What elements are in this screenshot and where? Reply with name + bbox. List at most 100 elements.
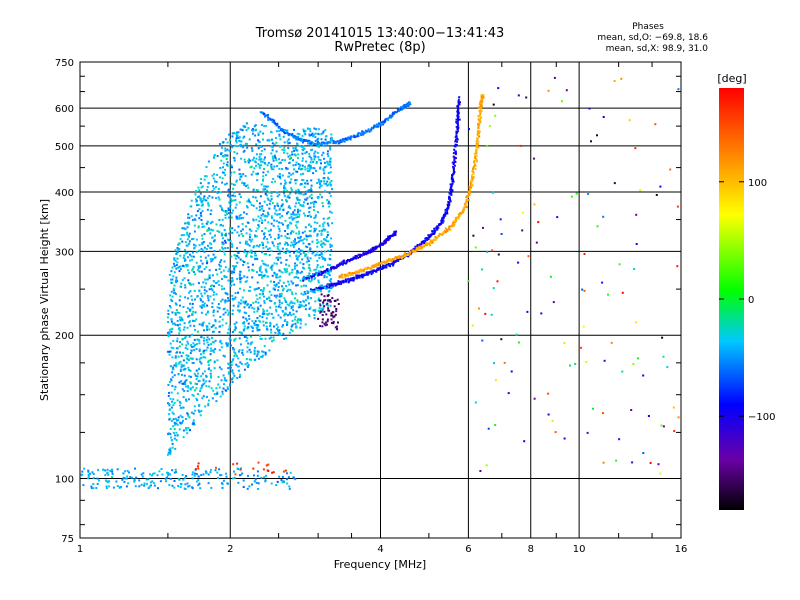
data-point (197, 372, 200, 375)
data-point (171, 469, 174, 472)
data-point (273, 121, 276, 124)
data-point (95, 487, 98, 489)
data-point (315, 228, 317, 231)
data-point (316, 264, 319, 266)
data-point (325, 276, 328, 279)
data-point (245, 122, 248, 125)
data-point (230, 255, 233, 258)
data-point (215, 180, 218, 183)
data-point (398, 255, 401, 258)
y-tick-label: 400 (55, 188, 74, 199)
data-point (187, 366, 190, 369)
data-point (232, 347, 235, 350)
data-point (257, 139, 259, 142)
data-point (467, 193, 470, 196)
data-point (200, 270, 203, 273)
data-point (245, 358, 248, 360)
data-point (620, 77, 623, 80)
data-point (276, 480, 279, 483)
data-point (304, 254, 307, 257)
data-point (271, 120, 274, 123)
data-point (273, 244, 276, 247)
data-point (303, 305, 306, 308)
data-point (457, 104, 460, 107)
data-point (203, 289, 206, 292)
data-point (149, 481, 152, 484)
data-point (167, 335, 170, 338)
data-point (274, 285, 277, 288)
data-point (167, 384, 170, 386)
data-point (185, 398, 187, 401)
data-point (496, 280, 499, 283)
data-point (465, 206, 468, 209)
data-point (177, 248, 180, 251)
data-point (274, 302, 277, 304)
data-point (392, 262, 395, 265)
data-point (264, 337, 267, 340)
phases-heading: Phases (632, 22, 664, 32)
data-point (236, 277, 239, 280)
data-point (201, 262, 204, 265)
data-point (305, 151, 308, 154)
data-point (467, 199, 470, 201)
data-point (266, 238, 269, 241)
data-point (221, 392, 224, 395)
data-point (467, 280, 470, 283)
colorbar-label: [deg] (717, 72, 746, 85)
data-point (448, 228, 451, 231)
data-point (179, 404, 181, 407)
data-point (307, 302, 310, 305)
data-point (457, 118, 459, 121)
data-point (632, 363, 635, 365)
data-point (167, 309, 170, 312)
data-point (268, 290, 271, 293)
data-point (291, 132, 294, 135)
data-point (312, 209, 315, 211)
data-point (200, 299, 203, 302)
data-point (200, 474, 203, 477)
data-point (308, 307, 311, 310)
data-point (525, 96, 528, 99)
data-point (420, 244, 423, 247)
data-point (227, 212, 230, 215)
data-point (309, 288, 312, 291)
data-point (271, 142, 274, 145)
data-point (219, 166, 222, 169)
data-point (180, 380, 183, 382)
data-point (273, 271, 276, 274)
data-point (184, 286, 187, 289)
data-point (271, 471, 274, 474)
data-point (264, 192, 267, 195)
data-point (294, 292, 297, 295)
data-point (261, 274, 264, 277)
data-point (255, 294, 258, 297)
data-point (261, 293, 264, 296)
data-point (285, 285, 288, 287)
data-point (294, 192, 297, 195)
data-point (249, 358, 252, 361)
data-point (178, 332, 181, 335)
data-point (317, 299, 320, 302)
data-point (250, 204, 253, 206)
data-point (182, 478, 185, 481)
data-point (175, 422, 178, 425)
data-point (300, 183, 303, 185)
data-point (262, 354, 265, 357)
data-point (256, 199, 258, 202)
data-point (245, 240, 248, 243)
data-point (203, 349, 206, 352)
data-point (273, 205, 276, 208)
data-point (430, 233, 433, 236)
data-point (309, 297, 312, 300)
data-point (216, 273, 219, 276)
data-point (237, 369, 240, 372)
data-point (197, 225, 200, 228)
data-point (337, 283, 340, 286)
data-point (370, 273, 373, 276)
data-point (189, 357, 192, 360)
data-point (260, 338, 263, 340)
data-point (304, 165, 306, 168)
data-point (173, 421, 176, 424)
data-point (294, 163, 297, 166)
data-point (284, 181, 287, 184)
